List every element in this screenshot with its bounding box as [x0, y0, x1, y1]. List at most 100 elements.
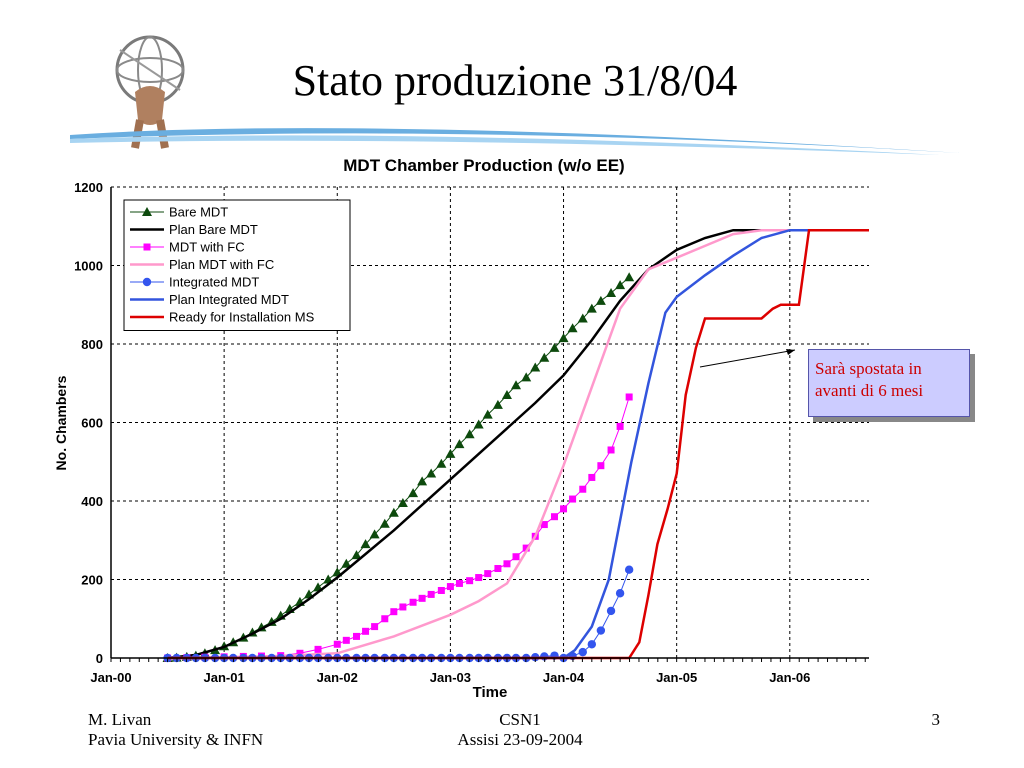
legend-item: Plan MDT with FC: [130, 257, 274, 272]
y-tick-label: 400: [81, 494, 103, 509]
data-point: [560, 505, 568, 513]
callout-line-2: avanti di 6 mesi: [815, 381, 924, 400]
data-point: [550, 513, 558, 521]
footer-event-name: CSN1: [499, 710, 541, 729]
series-line: [167, 228, 869, 660]
data-point: [397, 497, 408, 507]
legend-item: Plan Integrated MDT: [130, 292, 289, 307]
data-point: [578, 647, 587, 657]
legend-label: MDT with FC: [169, 240, 245, 255]
data-point: [464, 429, 475, 439]
x-tick-label: Jan-01: [204, 670, 245, 685]
data-point: [567, 323, 578, 333]
data-point: [492, 399, 503, 409]
footer-author-name: M. Livan: [88, 710, 152, 729]
data-point: [362, 627, 370, 635]
legend-item: Bare MDT: [130, 205, 228, 220]
x-tick-label: Jan-02: [317, 670, 358, 685]
data-point: [445, 448, 456, 458]
data-point: [577, 313, 588, 323]
data-point: [558, 333, 569, 343]
legend-marker: [142, 277, 152, 287]
footer-author: M. Livan Pavia University & INFN: [88, 710, 263, 750]
data-point: [522, 544, 530, 552]
data-point: [342, 636, 350, 644]
data-point: [501, 390, 512, 400]
slide-title: Stato produzione 31/8/04: [292, 56, 738, 105]
legend-label: Plan Integrated MDT: [169, 292, 289, 307]
series-plan-integrated-mdt: [167, 228, 869, 660]
data-point: [511, 380, 522, 390]
series-line: [167, 228, 869, 660]
legend-label: Plan Bare MDT: [169, 222, 258, 237]
page-number: 3: [931, 710, 941, 729]
legend-item: Ready for Installation MS: [130, 310, 315, 325]
data-point: [381, 615, 389, 623]
data-point: [530, 362, 541, 372]
legend-label: Bare MDT: [169, 205, 228, 220]
legend-marker: [142, 207, 152, 216]
series-plan-mdt-with-fc: [167, 228, 869, 660]
data-point: [512, 553, 520, 561]
data-point: [353, 632, 361, 640]
data-point: [388, 507, 399, 517]
data-point: [427, 590, 435, 598]
data-point: [417, 476, 428, 486]
legend-item: Integrated MDT: [130, 275, 259, 290]
data-point: [596, 626, 606, 635]
legend: Bare MDT Plan Bare MDT MDT with FC Plan MDT…: [123, 199, 351, 331]
legend-label: Plan MDT with FC: [169, 257, 274, 272]
x-tick-label: Jan-04: [543, 670, 585, 685]
x-tick-label: Jan-05: [656, 670, 697, 685]
data-point: [371, 623, 379, 631]
y-tick-label: 600: [81, 416, 103, 431]
data-point: [595, 295, 606, 305]
data-point: [473, 419, 484, 429]
data-point: [408, 488, 419, 498]
data-point: [399, 603, 407, 611]
data-point: [494, 565, 502, 573]
data-point: [615, 280, 626, 290]
data-point: [475, 574, 483, 582]
y-tick-label: 1200: [74, 180, 103, 195]
data-point: [390, 608, 398, 616]
callout-arrow: [699, 349, 796, 368]
data-point: [588, 473, 596, 481]
data-point: [360, 539, 371, 549]
data-point: [606, 287, 617, 297]
y-tick-label: 200: [81, 573, 103, 588]
data-point: [597, 462, 605, 470]
data-point: [615, 589, 625, 598]
y-axis-label: No. Chambers: [53, 375, 69, 470]
data-point: [454, 439, 465, 449]
data-point: [569, 495, 577, 503]
data-point: [586, 303, 597, 313]
header-swoosh: [70, 128, 960, 155]
data-point: [624, 565, 634, 574]
data-point: [455, 579, 463, 587]
x-axis-label: Time: [473, 684, 508, 701]
data-point: [466, 577, 474, 585]
legend-label: Ready for Installation MS: [169, 310, 315, 325]
data-point: [333, 640, 341, 648]
x-tick-label: Jan-03: [430, 670, 471, 685]
data-point: [579, 485, 587, 493]
callout-note: Sarà spostata in avanti di 6 mesi: [808, 349, 970, 417]
legend-item: MDT with FC: [130, 240, 245, 255]
data-point: [409, 598, 417, 606]
legend-marker: [143, 243, 151, 251]
data-point: [314, 645, 322, 653]
legend-item: Plan Bare MDT: [130, 222, 258, 237]
data-point: [296, 649, 304, 657]
series-line: [167, 228, 869, 660]
footer-author-affiliation: Pavia University & INFN: [88, 730, 264, 749]
data-point: [503, 560, 511, 568]
axes: 0 200 400 600 800 1000 1200 Jan-00 Jan-01 Jan-02 J…: [74, 180, 869, 685]
data-point: [539, 352, 550, 362]
y-tick-label: 800: [81, 337, 103, 352]
series-ready-for-installation-ms: [167, 228, 869, 660]
data-point: [587, 640, 597, 649]
data-point: [341, 558, 352, 568]
series-plan-bare-mdt: [167, 228, 869, 660]
